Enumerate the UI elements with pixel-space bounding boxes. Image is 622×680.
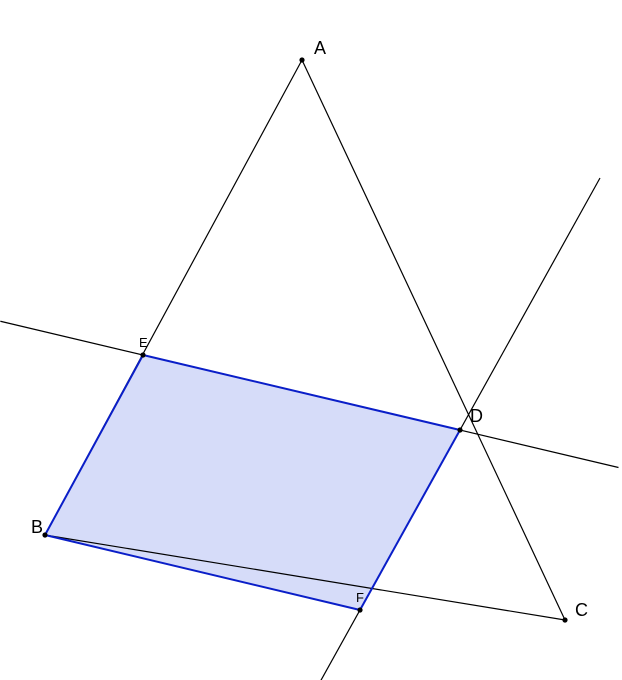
point-E [140, 352, 145, 357]
point-A [299, 57, 304, 62]
label-E: E [139, 335, 148, 350]
point-C [562, 617, 567, 622]
point-B [42, 532, 47, 537]
point-D [457, 427, 462, 432]
label-B: B [31, 517, 43, 537]
geometry-diagram: A B C D E F [0, 0, 622, 680]
label-F: F [356, 590, 364, 605]
point-F [357, 607, 362, 612]
label-C: C [575, 600, 588, 620]
label-D: D [470, 406, 483, 426]
label-A: A [314, 38, 326, 58]
polygon-fill [45, 355, 460, 610]
